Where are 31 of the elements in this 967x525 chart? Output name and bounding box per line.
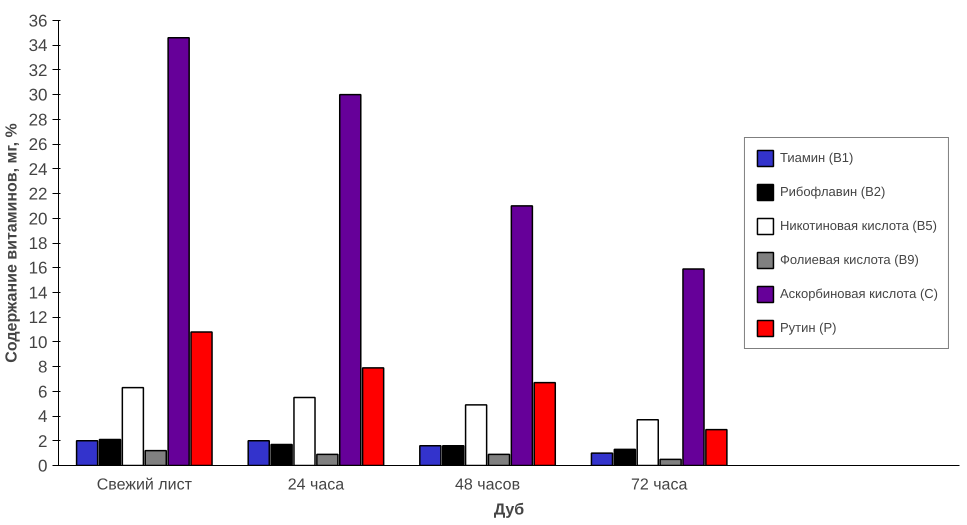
y-tick-label: 28 <box>28 110 48 130</box>
y-tick-label: 2 <box>38 432 48 451</box>
y-tick-label: 32 <box>28 60 48 80</box>
y-tick-label: 12 <box>28 308 48 328</box>
x-tick-label: Свежий лист <box>96 476 193 494</box>
legend-label: Фолиевая кислота (B9) <box>780 252 919 267</box>
y-tick-label: 16 <box>28 258 48 278</box>
y-tick-label: 20 <box>28 209 48 228</box>
y-tick-label: 18 <box>28 234 48 253</box>
legend-label: Никотиновая кислота (B5) <box>780 218 937 233</box>
legend-label: Аскорбиновая кислота (C) <box>780 286 938 301</box>
y-tick-label: 10 <box>28 332 48 352</box>
y-tick-label: 8 <box>38 358 48 377</box>
y-tick-label: 4 <box>38 407 48 426</box>
y-tick-label: 30 <box>28 86 48 105</box>
y-tick-label: 22 <box>28 184 48 204</box>
y-tick-label: 14 <box>28 283 48 302</box>
x-tick-label: 72 часа <box>630 476 688 494</box>
y-tick-label: 26 <box>28 135 48 154</box>
y-tick-label: 0 <box>38 456 48 476</box>
y-tick-label: 6 <box>38 382 48 402</box>
legend-label: Рибофлавин (B2) <box>780 184 886 199</box>
y-tick-label: 34 <box>28 36 48 56</box>
x-tick-label: 48 часов <box>455 476 520 494</box>
x-axis-title: Дуб <box>494 502 524 518</box>
x-tick-label: 24 часа <box>288 476 344 494</box>
y-tick-label: 24 <box>28 160 48 179</box>
y-axis-title: Содержание витаминов, мг, % <box>4 123 21 363</box>
legend-label: Тиамин (B1) <box>780 150 854 165</box>
legend-label: Рутин (P) <box>780 320 836 335</box>
y-tick-label: 36 <box>28 12 48 30</box>
